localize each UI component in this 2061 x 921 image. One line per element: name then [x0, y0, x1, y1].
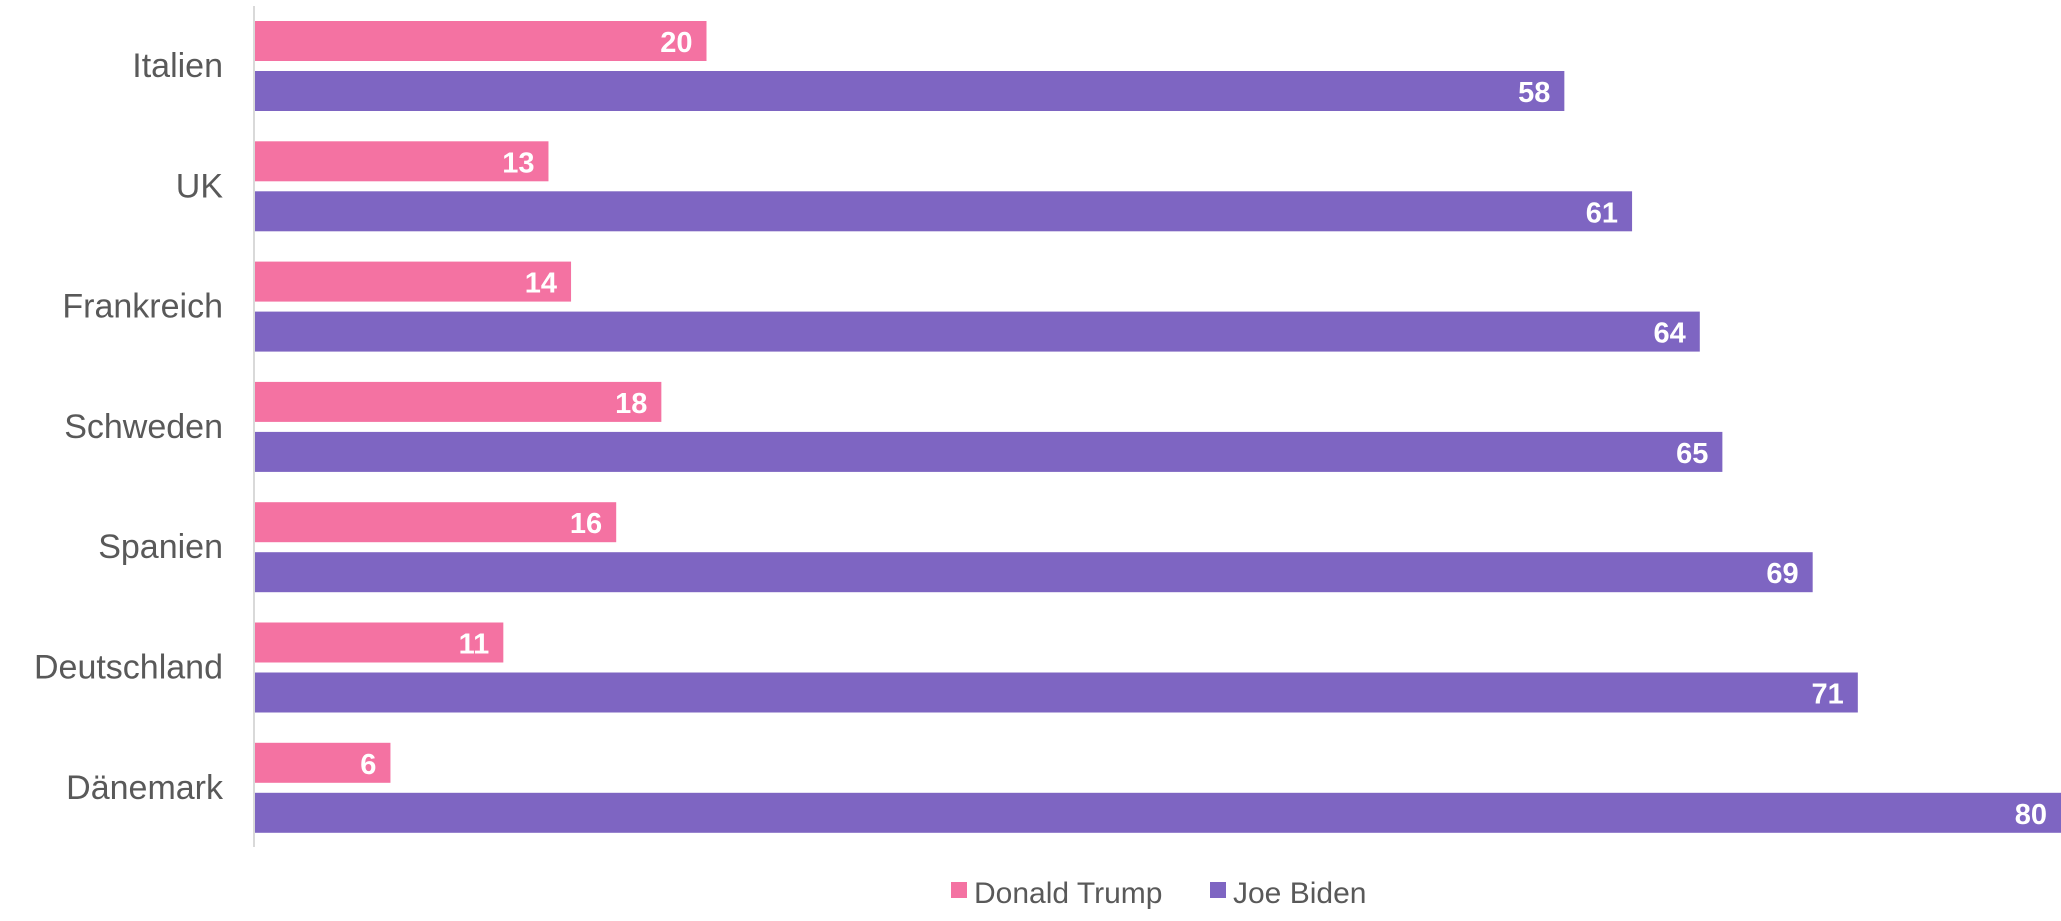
- bar-frankreich-donald-trump: [255, 261, 572, 302]
- bar-uk-joe-biden: [255, 191, 1633, 232]
- data-label-spanien-donald-trump: 16: [570, 508, 602, 540]
- data-label-danemark-donald-trump: 6: [360, 749, 376, 781]
- bar-schweden-joe-biden: [255, 431, 1723, 472]
- category-label-italien: Italien: [132, 47, 223, 85]
- data-label-deutschland-donald-trump: 11: [459, 629, 490, 661]
- bar-italien-joe-biden: [255, 71, 1565, 111]
- legend-label-joe-biden: Joe Biden: [1233, 877, 1366, 910]
- bar-frankreich-joe-biden: [255, 311, 1700, 352]
- bar-spanien-donald-trump: [255, 502, 617, 543]
- data-label-frankreich-joe-biden: 64: [1654, 318, 1686, 350]
- bar-uk-donald-trump: [255, 141, 549, 182]
- bar-danemark-donald-trump: [255, 742, 391, 783]
- legend-swatch-joe-biden: [1210, 882, 1226, 898]
- data-label-danemark-joe-biden: 80: [2015, 799, 2047, 831]
- data-labels: 20 58 13 61 14 64 18 65 16 69 11 71 6 80: [360, 27, 2047, 831]
- data-label-spanien-joe-biden: 69: [1766, 558, 1798, 590]
- data-label-italien-donald-trump: 20: [660, 27, 692, 59]
- data-label-uk-donald-trump: 13: [502, 147, 534, 179]
- legend: Donald Trump Joe Biden: [951, 877, 1366, 910]
- data-label-deutschland-joe-biden: 71: [1812, 679, 1844, 711]
- bar-deutschland-donald-trump: [255, 622, 504, 663]
- data-label-frankreich-donald-trump: 14: [525, 268, 557, 300]
- bar-spanien-joe-biden: [255, 552, 1813, 593]
- bar-italien-donald-trump: [255, 21, 707, 61]
- legend-label-donald-trump: Donald Trump: [974, 877, 1162, 910]
- category-label-spanien: Spanien: [98, 528, 223, 566]
- data-label-italien-joe-biden: 58: [1518, 77, 1550, 109]
- legend-swatch-donald-trump: [951, 882, 967, 898]
- bar-schweden-donald-trump: [255, 381, 662, 422]
- category-label-schweden: Schweden: [64, 408, 223, 446]
- data-label-schweden-joe-biden: 65: [1676, 438, 1708, 470]
- data-label-uk-joe-biden: 61: [1586, 197, 1618, 229]
- bar-deutschland-joe-biden: [255, 672, 1858, 713]
- category-label-deutschland: Deutschland: [34, 649, 223, 687]
- category-label-danemark: Dänemark: [66, 769, 224, 807]
- data-label-schweden-donald-trump: 18: [615, 388, 647, 420]
- category-label-frankreich: Frankreich: [62, 288, 223, 326]
- bars-layer: [255, 21, 2061, 833]
- category-labels: Italien UK Frankreich Schweden Spanien Deutsc…: [34, 47, 224, 807]
- category-label-uk: UK: [176, 167, 224, 205]
- bar-danemark-joe-biden: [255, 792, 2061, 833]
